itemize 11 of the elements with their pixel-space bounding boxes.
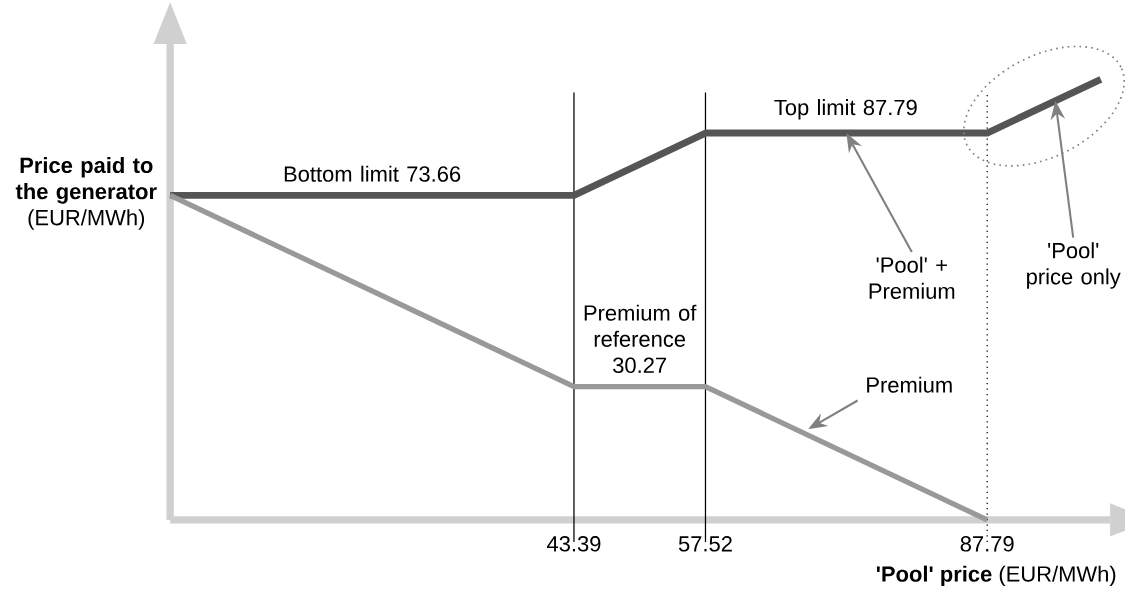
x-tick-label: 87.79	[960, 536, 1014, 552]
x-axis-title: 'Pool' price (EUR/MWh)	[876, 565, 1116, 587]
annotation: 'Pool' price only	[1027, 242, 1121, 289]
y-axis-title: Price paid to the generator (EUR/MWh)	[15, 157, 157, 230]
x-tick-label: 43.39	[547, 536, 601, 552]
annotation: Premium of reference 30.27	[584, 304, 697, 374]
annotation: 'Pool' + Premium	[869, 256, 955, 299]
x-tick-label: 57.52	[678, 536, 732, 552]
text: Premium	[867, 376, 952, 393]
annotation: Top limit 87.79	[774, 99, 917, 120]
annotation: Bottom limit 73.66	[284, 165, 461, 182]
